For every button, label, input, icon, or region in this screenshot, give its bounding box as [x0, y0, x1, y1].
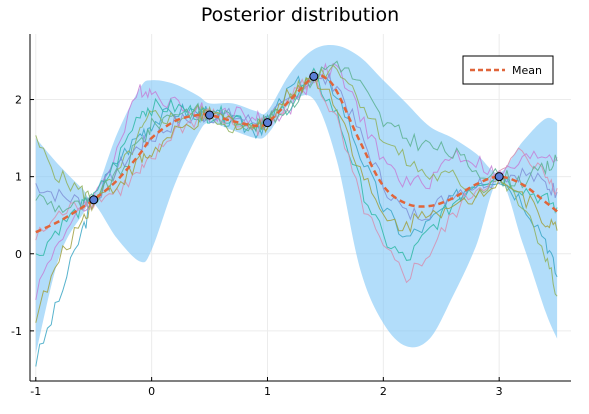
x-tick-label: 1	[264, 385, 271, 398]
observation-point	[89, 195, 99, 205]
confidence-band-group	[35, 44, 558, 354]
x-tick-label: 3	[496, 385, 503, 398]
sample-path	[35, 72, 558, 367]
observation-point	[262, 118, 272, 128]
legend-mean-label: Mean	[512, 64, 542, 77]
chart-title: Posterior distribution	[201, 4, 399, 26]
x-tick-label: -1	[30, 385, 41, 398]
mean-line	[35, 73, 558, 234]
y-tick-label: -1	[11, 325, 22, 338]
mean-line-group	[35, 73, 558, 234]
axes: -1 0 1 2 3 -1 0 1 2	[11, 34, 571, 398]
sample-path	[35, 62, 558, 300]
sample-path	[35, 72, 558, 323]
observation-points	[89, 71, 504, 205]
y-tick-label: 2	[15, 94, 22, 107]
x-tick-label: 0	[148, 385, 155, 398]
observation-point	[309, 71, 319, 81]
sample-paths	[35, 60, 558, 367]
x-tick-label: 2	[380, 385, 387, 398]
observation-point	[205, 110, 215, 120]
legend: Mean	[462, 55, 554, 85]
confidence-band	[35, 44, 558, 354]
observation-point	[494, 172, 504, 182]
y-tick-label: 0	[15, 248, 22, 261]
y-tick-label: 1	[15, 171, 22, 184]
